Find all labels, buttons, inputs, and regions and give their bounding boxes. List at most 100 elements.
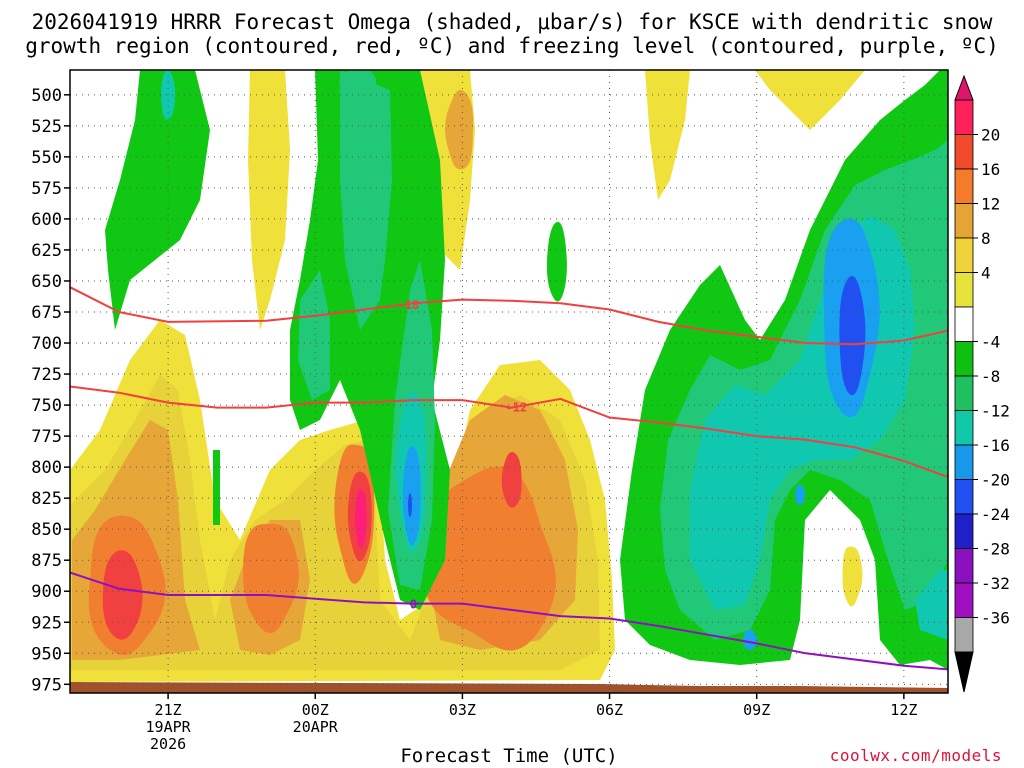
colorbar-swatch <box>954 272 974 308</box>
colorbar-label: -36 <box>981 609 1010 628</box>
y-tick-label: 525 <box>31 117 62 137</box>
colorbar-swatch <box>954 582 974 618</box>
omega-minus-16-tiny <box>795 485 806 506</box>
omega-minus-4-small <box>546 221 567 302</box>
y-tick-label: 500 <box>31 86 62 106</box>
x-tick-label: 21Z <box>155 701 182 719</box>
y-tick-label: 625 <box>31 241 62 261</box>
credit-link[interactable]: coolwx.com/models <box>829 746 1002 765</box>
colorbar-swatch <box>954 479 974 515</box>
x-tick-label: 00Z <box>302 701 329 719</box>
terrain-ground <box>70 682 948 693</box>
y-tick-label: 700 <box>31 334 62 354</box>
colorbar-label: 8 <box>981 229 991 248</box>
colorbar-label: -24 <box>981 505 1010 524</box>
chart-title-line-1: 2026041919 HRRR Forecast Omega (shaded, … <box>31 10 993 34</box>
x-tick-label: 20APR <box>293 718 339 736</box>
colorbar-swatch <box>954 306 974 342</box>
y-tick-label: 725 <box>31 365 62 385</box>
omega-minus-8-b <box>340 70 392 330</box>
colorbar-label: -28 <box>981 540 1010 559</box>
colorbar-label: -12 <box>981 402 1010 421</box>
x-tick-label: 12Z <box>890 701 917 719</box>
x-tick-label: 03Z <box>449 701 476 719</box>
colorbar-label: -8 <box>981 367 1000 386</box>
omega-plus-24-core <box>354 489 367 549</box>
y-tick-label: 825 <box>31 489 62 509</box>
plot-frame <box>69 69 949 694</box>
y-tick-label: 925 <box>31 613 62 633</box>
omega-minus-20-b <box>408 493 412 517</box>
omega-minus-8-c <box>298 270 330 400</box>
x-tick-label: 09Z <box>743 701 770 719</box>
y-tick-label: 850 <box>31 520 62 540</box>
omega-minus-8-top <box>339 70 377 104</box>
colorbar-label: 12 <box>981 195 1000 214</box>
colorbar-swatch <box>954 513 974 549</box>
colorbar-swatch <box>954 617 974 653</box>
colorbar-label: -16 <box>981 436 1010 455</box>
colorbar-top-arrow <box>954 74 974 101</box>
omega-minus-12-edge <box>915 570 948 640</box>
colorbar-swatch <box>954 444 974 480</box>
contour-lines: -18 -12 0 <box>70 286 948 671</box>
omega-minus-16-small <box>743 629 758 650</box>
colorbar-swatch <box>954 99 974 135</box>
freezing-level-line <box>70 571 948 671</box>
x-tick-label: 19APR <box>146 718 192 736</box>
colorbar-swatch <box>954 548 974 584</box>
y-tick-label: 575 <box>31 179 62 199</box>
isotherm-minus-12-line <box>70 385 948 479</box>
y-tick-label: 900 <box>31 582 62 602</box>
colorbar-bottom-arrow <box>954 651 974 693</box>
omega-shaded-field <box>70 70 948 693</box>
colorbar-swatch <box>954 237 974 273</box>
axes: 500 525 550 575 600 625 650 675 700 725 750 775 800 8… <box>31 69 949 753</box>
omega-plus-20-a <box>102 550 143 640</box>
y-tick-label: 975 <box>31 675 62 695</box>
y-tick-label: 950 <box>31 644 62 664</box>
y-tick-label: 750 <box>31 396 62 416</box>
omega-minus-4-sliver <box>213 450 220 525</box>
colorbar-swatch <box>954 375 974 411</box>
colorbar-swatch <box>954 410 974 446</box>
colorbar-swatch <box>954 341 974 377</box>
y-tick-label: 600 <box>31 210 62 230</box>
omega-plus-4-upper-d <box>755 70 865 130</box>
y-tick-label: 775 <box>31 427 62 447</box>
colorbar-label: 20 <box>981 126 1000 145</box>
omega-plus-4-upper-c <box>645 70 690 200</box>
omega-plus-16-b <box>243 523 299 634</box>
isotherm-minus-18-line <box>70 286 948 346</box>
colorbar-label: -20 <box>981 471 1010 490</box>
colorbar-label: -4 <box>981 333 1000 352</box>
omega-plus-4-upper-a <box>248 70 290 330</box>
chart-title-line-2: growth region (contoured, red, ºC) and f… <box>25 34 999 58</box>
isotherm-minus-12-label: -12 <box>506 401 528 415</box>
y-tick-label: 550 <box>31 148 62 168</box>
y-tick-label: 675 <box>31 303 62 323</box>
plot-grid <box>70 70 948 693</box>
colorbar: 20 16 12 8 4 -4 -8 -12 -16 -20 -24 -28 -32 -36 <box>954 74 1010 693</box>
omega-minus-4-a <box>105 70 210 330</box>
omega-minus-20-right <box>839 275 866 396</box>
freezing-level-label: 0 <box>410 598 417 612</box>
omega-plus-4-small <box>842 546 863 607</box>
y-tick-label: 875 <box>31 551 62 571</box>
colorbar-label: -32 <box>981 574 1010 593</box>
x-axis-label: Forecast Time (UTC) <box>400 745 618 767</box>
colorbar-label: 4 <box>981 264 991 283</box>
y-tick-label: 650 <box>31 272 62 292</box>
omega-minus-16-b <box>402 446 421 546</box>
x-tick-label: 06Z <box>596 701 623 719</box>
omega-plus-20-c <box>501 451 522 508</box>
y-tick-label: 800 <box>31 458 62 478</box>
colorbar-swatch <box>954 134 974 170</box>
colorbar-swatch <box>954 203 974 239</box>
omega-plus-12-upper <box>445 89 474 170</box>
isotherm-minus-18-label: -18 <box>398 298 420 312</box>
colorbar-swatch <box>954 168 974 204</box>
colorbar-label: 16 <box>981 160 1000 179</box>
x-tick-label: 2026 <box>150 735 186 753</box>
